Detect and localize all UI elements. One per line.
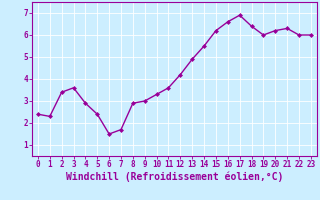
X-axis label: Windchill (Refroidissement éolien,°C): Windchill (Refroidissement éolien,°C) — [66, 172, 283, 182]
